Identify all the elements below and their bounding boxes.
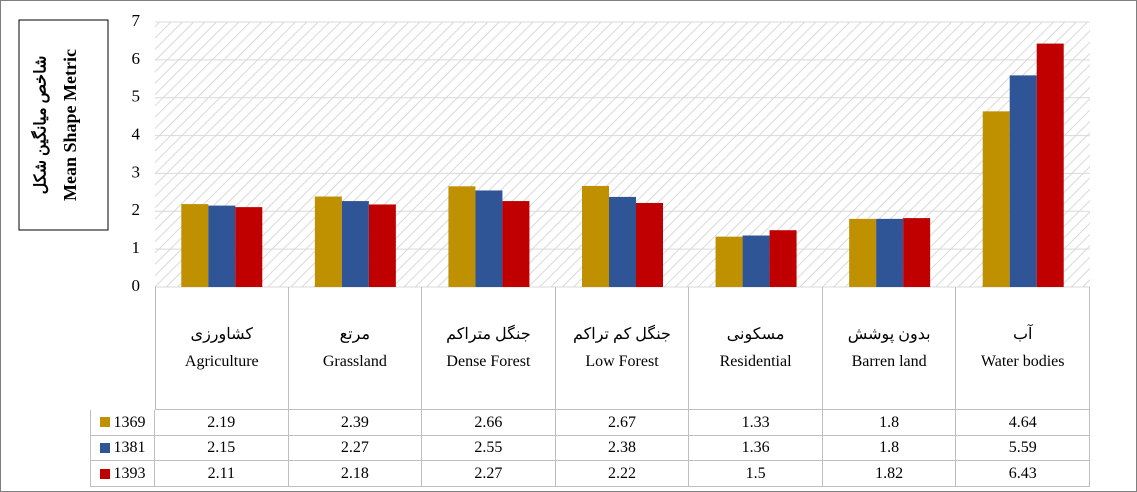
bar <box>903 218 931 287</box>
bar <box>448 186 476 287</box>
table-value: 2.27 <box>422 461 556 488</box>
category-label-fa: مرتع <box>339 326 371 343</box>
category-cell: کشاورزی Agriculture <box>155 287 289 410</box>
y-axis-label-fa: شاخص میانگین شکل <box>31 56 51 195</box>
legend-swatch <box>99 417 110 428</box>
table-value: 1.36 <box>689 435 823 462</box>
bar <box>235 207 263 287</box>
category-label-fa: کشاورزی <box>190 326 254 343</box>
table-value: 2.18 <box>288 461 423 488</box>
bar <box>582 185 609 287</box>
table-value: 1.82 <box>822 461 957 488</box>
category-label: Dense Forest <box>446 353 531 370</box>
legend-label: 1381 <box>113 439 146 457</box>
category-label: Water bodies <box>980 353 1065 370</box>
bar <box>314 196 342 287</box>
table-value: 2.27 <box>288 435 423 462</box>
category-cell: مسکونی Residential <box>689 287 823 410</box>
category-cell: جنگل کم تراکم Low Forest <box>555 287 690 410</box>
bar <box>1036 43 1064 288</box>
y-tick-label: 2 <box>132 200 141 219</box>
bar <box>475 190 503 287</box>
table-value: 1.5 <box>689 461 823 488</box>
bar <box>982 111 1010 287</box>
category-cell: جنگل متراکم Dense Forest <box>422 287 556 410</box>
legend-label: 1369 <box>113 413 146 431</box>
table-value: 6.43 <box>956 461 1090 488</box>
bar <box>769 230 797 287</box>
bar <box>1009 75 1037 287</box>
legend-cell: 1369 <box>90 410 155 436</box>
category-label: Grassland <box>322 353 387 370</box>
legend-label: 1393 <box>113 464 146 482</box>
bar <box>368 204 396 287</box>
legend-cell: 1393 <box>90 461 155 488</box>
category-label-fa: جنگل متراکم <box>446 326 531 343</box>
table-value: 2.66 <box>422 410 556 436</box>
bar <box>609 196 636 287</box>
category-cell: مرتع Grassland <box>288 287 423 410</box>
y-tick-label: 6 <box>132 49 141 68</box>
category-label-fa: آب <box>1012 326 1033 343</box>
category-label: Low Forest <box>585 353 659 370</box>
category-label-fa: مسکونی <box>726 326 785 343</box>
legend-cell: 1381 <box>90 435 155 462</box>
table-value: 2.11 <box>155 461 289 488</box>
legend-swatch <box>99 468 110 479</box>
table-value: 1.8 <box>822 410 957 436</box>
bar <box>636 202 663 287</box>
table-value: 4.64 <box>956 410 1090 436</box>
y-tick-label: 4 <box>132 124 141 143</box>
category-cell: آب Water bodies <box>956 287 1090 410</box>
category-label: Residential <box>719 353 792 370</box>
table-value: 2.22 <box>555 461 690 488</box>
table-value: 5.59 <box>956 435 1090 462</box>
table-value: 2.55 <box>422 435 556 462</box>
table-value: 2.39 <box>288 410 423 436</box>
y-tick-label: 1 <box>132 238 141 257</box>
y-tick-label: 5 <box>132 87 141 106</box>
category-label-fa: بدون پوشش <box>847 326 931 343</box>
bar <box>341 201 369 287</box>
bar <box>181 204 209 287</box>
y-axis-label-en: Mean Shape Metric <box>60 49 80 201</box>
table-value: 2.15 <box>155 435 289 462</box>
bar <box>849 218 877 287</box>
table-value: 1.8 <box>822 435 957 462</box>
category-label: Agriculture <box>184 353 259 370</box>
category-label: Barren land <box>851 353 927 370</box>
category-cell: بدون پوشش Barren land <box>822 287 957 410</box>
y-tick-label: 7 <box>132 11 141 30</box>
bar <box>502 201 530 287</box>
table-value: 2.67 <box>555 410 690 436</box>
bar <box>876 218 904 287</box>
bar <box>742 235 770 287</box>
y-tick-label: 3 <box>132 162 141 181</box>
y-label-box <box>18 19 109 231</box>
table-value: 1.33 <box>689 410 823 436</box>
bar <box>715 236 743 287</box>
y-tick-label: 0 <box>132 276 141 295</box>
legend-swatch <box>99 443 110 454</box>
table-value: 2.38 <box>555 435 690 462</box>
category-label-fa: جنگل کم تراکم <box>573 326 671 343</box>
table-value: 2.19 <box>155 410 289 436</box>
bar <box>208 205 236 287</box>
